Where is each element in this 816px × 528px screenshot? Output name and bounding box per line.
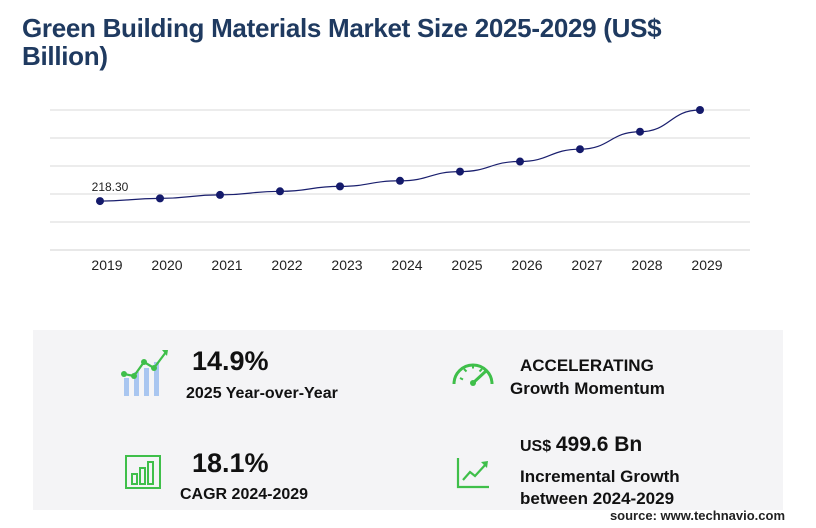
- data-point: [576, 145, 584, 154]
- data-point: [336, 182, 344, 191]
- data-point: [156, 194, 164, 203]
- x-tick-label: 2024: [391, 257, 422, 273]
- bar-chart-icon: [125, 455, 161, 489]
- yoy-label: 2025 Year-over-Year: [186, 385, 338, 402]
- series-markers: [96, 106, 704, 206]
- line-chart: 2019 2020 2021 2022 2023 2024 2025 2026 2027 2028…: [50, 106, 750, 273]
- chart-grid: [50, 109, 750, 251]
- data-point: [276, 187, 284, 196]
- x-tick-label: 2020: [151, 257, 182, 273]
- x-tick-label: 2025: [451, 257, 482, 273]
- momentum-line1: ACCELERATING: [520, 356, 654, 375]
- incremental-line2: between 2024-2029: [520, 489, 675, 508]
- x-tick-label: 2029: [691, 257, 722, 273]
- source-note: source: www.technavio.com: [609, 508, 785, 523]
- data-point: [456, 167, 464, 176]
- x-tick-label: 2019: [91, 257, 122, 273]
- stats-panel: [33, 330, 783, 510]
- momentum-line2: Growth Momentum: [510, 379, 665, 398]
- data-point: [96, 197, 104, 206]
- data-point: [636, 127, 644, 136]
- yoy-value: 14.9%: [192, 346, 269, 376]
- bar-line-growth-icon: [121, 350, 168, 396]
- incremental-amount: 499.6 Bn: [555, 433, 643, 456]
- data-point: [696, 106, 704, 114]
- x-tick-label: 2023: [331, 257, 362, 273]
- data-labels: 218.30: [92, 180, 129, 194]
- cagr-value: 18.1%: [192, 448, 269, 478]
- incremental-value: US$ 499.6 Bn: [520, 434, 642, 457]
- data-point: [516, 157, 524, 166]
- trend-line-icon: [456, 458, 489, 489]
- incremental-line1: Incremental Growth: [520, 467, 680, 486]
- data-point: [396, 176, 404, 185]
- data-label: 218.30: [92, 180, 129, 194]
- data-point: [216, 190, 224, 199]
- x-axis-ticks: 2019 2020 2021 2022 2023 2024 2025 2026 2027 2028…: [91, 257, 722, 273]
- x-tick-label: 2022: [271, 257, 302, 273]
- x-tick-label: 2027: [571, 257, 602, 273]
- x-tick-label: 2021: [211, 257, 242, 273]
- series-line: [99, 109, 701, 202]
- x-tick-label: 2028: [631, 257, 662, 273]
- incremental-prefix: US$: [520, 438, 552, 455]
- chart-title: Green Building Materials Market Size 202…: [22, 13, 662, 71]
- cagr-label: CAGR 2024-2029: [180, 486, 309, 503]
- speedometer-icon: [452, 363, 494, 386]
- x-tick-label: 2026: [511, 257, 542, 273]
